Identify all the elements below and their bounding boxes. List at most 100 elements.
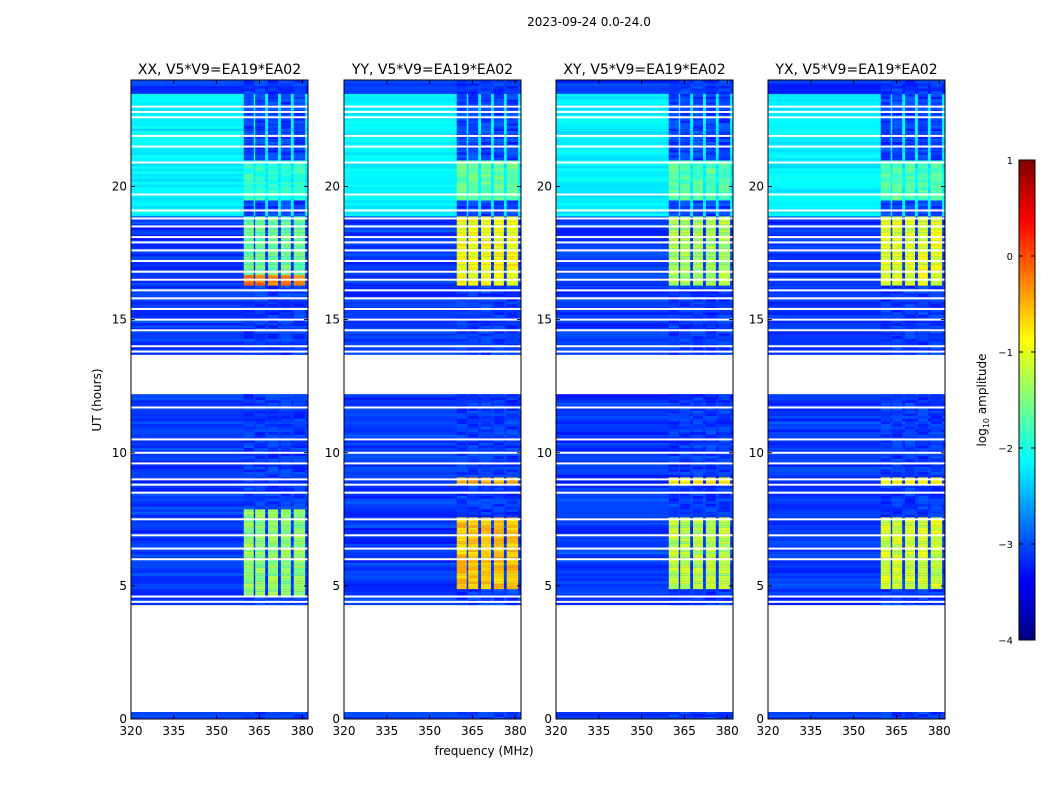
- rfi-cell: [255, 551, 266, 555]
- rfi-cell: [880, 87, 891, 92]
- rfi-cell: [917, 90, 928, 94]
- rfi-cell: [506, 285, 519, 289]
- rfi-cell: [680, 261, 691, 265]
- panel-title: XX, V5*V9=EA19*EA02: [138, 62, 301, 78]
- rfi-cell: [268, 80, 279, 84]
- rfi-cell: [280, 450, 291, 454]
- rfi-cell: [705, 575, 716, 579]
- rfi-cell: [468, 471, 479, 475]
- rfi-cell: [693, 277, 704, 281]
- rfi-cell: [293, 133, 306, 137]
- rfi-cell: [293, 234, 306, 238]
- rfi-cell: [481, 295, 492, 299]
- rfi-cell: [493, 125, 504, 129]
- rfi-cell: [280, 162, 291, 166]
- rfi-cell: [880, 253, 891, 257]
- rfi-cell: [243, 351, 254, 355]
- rfi-cell: [243, 215, 254, 220]
- heatmap-row: [768, 247, 945, 251]
- rfi-cell: [506, 247, 519, 251]
- rfi-cell: [680, 130, 691, 134]
- rfi-cell: [930, 106, 943, 110]
- rfi-cell: [668, 487, 679, 491]
- heatmap-row: [556, 460, 733, 464]
- rfi-cell: [481, 418, 492, 422]
- rfi-cell: [280, 439, 291, 443]
- rfi-cell: [481, 266, 492, 270]
- heatmap-row: [131, 197, 308, 201]
- rfi-cell: [481, 223, 492, 228]
- rfi-cell: [917, 545, 928, 550]
- rfi-cell: [705, 300, 716, 305]
- rfi-cell: [243, 511, 254, 515]
- flagged-row: [344, 278, 521, 281]
- rfi-cell: [243, 242, 254, 246]
- heatmap-row: [344, 274, 521, 278]
- rfi-cell: [693, 540, 704, 544]
- rfi-cell: [481, 245, 492, 249]
- rfi-cell: [693, 293, 704, 297]
- rfi-cell: [892, 266, 903, 270]
- rfi-cell: [917, 300, 928, 305]
- rfi-cell: [293, 229, 306, 233]
- rfi-cell: [243, 593, 254, 598]
- flagged-row: [768, 105, 945, 108]
- rfi-cell: [456, 266, 467, 270]
- rfi-cell: [280, 125, 291, 129]
- rfi-cell: [493, 135, 504, 140]
- rfi-cell: [905, 181, 916, 185]
- rfi-cell: [293, 207, 306, 212]
- rfi-cell: [705, 482, 716, 486]
- heatmap-row: [556, 476, 733, 480]
- rfi-cell: [668, 535, 679, 539]
- rfi-cell: [905, 567, 916, 571]
- heatmap-row: [768, 133, 945, 137]
- rfi-cell: [680, 327, 691, 331]
- rfi-cell: [268, 420, 279, 425]
- rfi-cell: [668, 247, 679, 251]
- y-tick-label: 20: [537, 180, 552, 194]
- rfi-cell: [668, 269, 679, 273]
- rfi-cell: [456, 593, 467, 598]
- rfi-cell: [905, 428, 916, 433]
- heatmap-row: [131, 279, 308, 283]
- rfi-cell: [668, 170, 679, 174]
- heatmap-row: [556, 524, 733, 528]
- rfi-cell: [880, 452, 891, 457]
- flagged-row: [556, 241, 733, 244]
- rfi-cell: [718, 308, 731, 313]
- x-tick-label: 380: [291, 724, 314, 738]
- rfi-cell: [506, 293, 519, 297]
- rfi-cell: [718, 242, 731, 246]
- rfi-cell: [917, 247, 928, 251]
- rfi-cell: [493, 229, 504, 233]
- rfi-cell: [705, 442, 716, 446]
- heatmap-row: [131, 479, 308, 483]
- rfi-cell: [718, 492, 731, 496]
- heatmap-row: [344, 423, 521, 427]
- heatmap-row: [556, 194, 733, 198]
- rfi-cell: [255, 194, 266, 198]
- rfi-cell: [718, 162, 731, 166]
- rfi-cell: [293, 524, 306, 528]
- heatmap-row: [131, 215, 308, 220]
- rfi-cell: [668, 178, 679, 182]
- rfi-cell: [668, 324, 679, 329]
- y-tick-label: 5: [544, 579, 552, 593]
- heatmap-row: [768, 282, 945, 286]
- rfi-cell: [917, 266, 928, 270]
- rfi-cell: [481, 548, 492, 552]
- heatmap-row: [131, 122, 308, 126]
- rfi-cell: [293, 583, 306, 587]
- rfi-cell: [280, 713, 291, 717]
- rfi-cell: [718, 199, 731, 204]
- rfi-cell: [506, 423, 519, 427]
- rfi-cell: [880, 194, 891, 198]
- heatmap-row: [131, 103, 308, 108]
- rfi-cell: [880, 213, 891, 217]
- rfi-cell: [930, 577, 943, 582]
- rfi-cell: [481, 149, 492, 153]
- rfi-cell: [718, 274, 731, 278]
- heatmap-row: [131, 300, 308, 305]
- rfi-cell: [456, 548, 467, 552]
